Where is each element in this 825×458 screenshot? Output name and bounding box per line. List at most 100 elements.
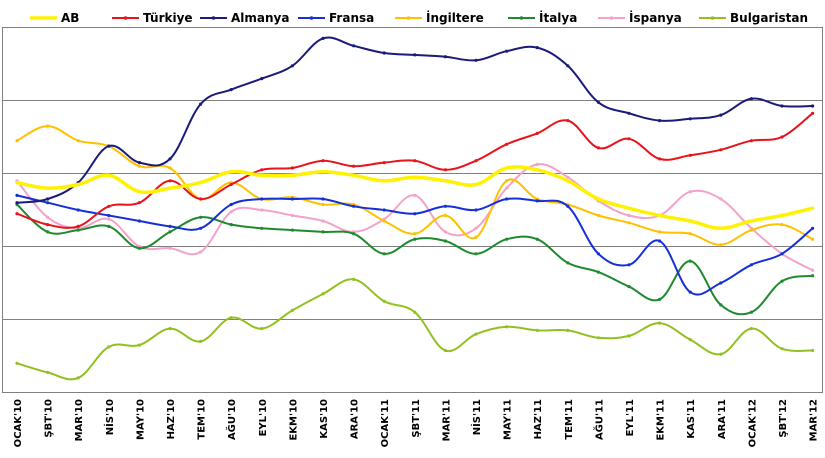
x-tick-label: EKM'10 xyxy=(288,399,299,441)
data-point xyxy=(168,230,172,234)
data-point xyxy=(46,197,50,201)
data-point xyxy=(658,214,661,217)
x-tick-label: AĞU'10 xyxy=(225,399,238,440)
data-point xyxy=(15,181,19,184)
data-point xyxy=(321,170,325,173)
data-point xyxy=(749,139,754,143)
data-point xyxy=(107,213,111,218)
data-point xyxy=(413,193,417,197)
x-tick-label: AĞU'11 xyxy=(592,399,605,440)
data-point xyxy=(811,268,815,272)
data-point xyxy=(107,204,111,208)
data-point xyxy=(76,139,80,143)
data-point xyxy=(46,230,50,234)
legend-item-almanya: Almanya xyxy=(200,11,289,25)
data-point xyxy=(474,252,478,256)
data-point xyxy=(719,352,723,356)
data-point xyxy=(444,179,447,182)
data-point xyxy=(229,202,233,207)
legend-item-ispanya: İspanya xyxy=(598,10,682,25)
x-tick-label: EYL'11 xyxy=(625,399,636,436)
series-layer xyxy=(15,36,815,381)
data-point xyxy=(260,77,264,81)
data-point xyxy=(811,226,815,230)
data-point xyxy=(352,44,356,48)
legend-label: İtalya xyxy=(539,10,577,25)
x-tick-label: ARA'10 xyxy=(350,399,361,439)
series-ab xyxy=(15,165,815,231)
data-point xyxy=(168,327,172,331)
data-point xyxy=(321,219,325,223)
data-point xyxy=(658,239,662,243)
data-point xyxy=(505,142,509,146)
data-point xyxy=(137,246,141,250)
data-point xyxy=(688,290,692,294)
data-point xyxy=(443,348,447,353)
data-point xyxy=(627,221,631,225)
data-point xyxy=(658,230,662,234)
data-point xyxy=(688,190,692,194)
data-point xyxy=(382,252,386,256)
x-tick-label: KAS'11 xyxy=(686,399,697,439)
data-point xyxy=(750,219,753,223)
data-point xyxy=(627,213,631,218)
data-point xyxy=(46,223,50,227)
data-point xyxy=(413,237,417,241)
x-tick-label: MAR'11 xyxy=(441,399,452,441)
data-point xyxy=(260,327,264,331)
data-point xyxy=(627,111,631,115)
x-tick-label: EKM'11 xyxy=(656,399,667,441)
legend-item-ab: AB xyxy=(30,11,79,25)
data-point xyxy=(229,182,233,187)
data-point xyxy=(658,119,662,123)
data-point xyxy=(596,100,601,104)
data-point xyxy=(291,174,294,177)
x-tick-label: ŞBT'10 xyxy=(44,399,55,438)
x-tick-label: OCAK'12 xyxy=(747,399,758,447)
data-point xyxy=(474,183,478,186)
data-point xyxy=(719,281,723,285)
data-point xyxy=(199,215,203,219)
data-point xyxy=(199,181,202,184)
data-point xyxy=(15,201,19,205)
data-point xyxy=(168,224,172,228)
data-point xyxy=(535,237,539,241)
data-point xyxy=(413,53,417,57)
data-point xyxy=(474,159,478,163)
data-point xyxy=(749,327,754,331)
legend-label: AB xyxy=(61,11,79,25)
data-point xyxy=(443,230,447,234)
data-point xyxy=(749,228,754,232)
data-point xyxy=(688,153,692,157)
data-point xyxy=(596,336,601,340)
data-point xyxy=(443,168,447,172)
data-point xyxy=(46,201,50,205)
data-point xyxy=(413,176,416,179)
data-point xyxy=(260,208,264,212)
data-point xyxy=(352,277,356,281)
x-tick-label: MAY'11 xyxy=(503,399,514,440)
x-tick-label: EYL'10 xyxy=(258,399,269,436)
x-tick-label: MAY'10 xyxy=(135,399,146,440)
x-tick-label: ARA'11 xyxy=(717,399,728,439)
data-point xyxy=(566,175,570,179)
data-point xyxy=(474,332,478,336)
data-point xyxy=(535,199,539,203)
data-point xyxy=(352,164,356,168)
data-point xyxy=(658,157,662,161)
data-point xyxy=(168,157,172,161)
data-point xyxy=(229,316,233,320)
data-point xyxy=(719,197,723,201)
data-point xyxy=(596,252,601,256)
data-point xyxy=(76,376,80,380)
data-point xyxy=(719,227,722,230)
data-point xyxy=(382,219,386,223)
data-point xyxy=(15,139,19,143)
data-point xyxy=(137,343,141,347)
data-point xyxy=(107,217,111,221)
data-point xyxy=(811,207,814,210)
data-point xyxy=(413,232,417,236)
data-point xyxy=(290,197,294,201)
data-point xyxy=(138,190,141,193)
data-point xyxy=(199,102,203,106)
